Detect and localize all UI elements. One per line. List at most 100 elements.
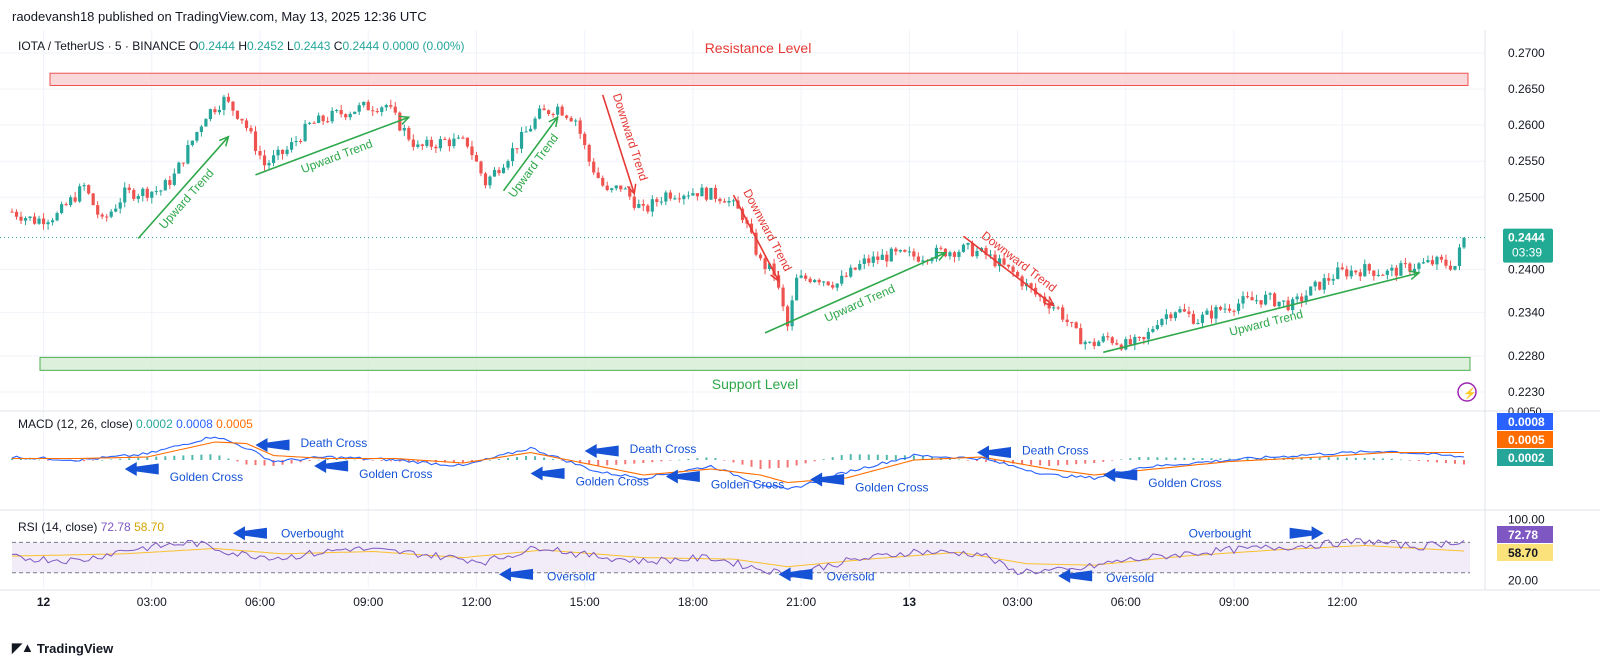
candle-body: [921, 260, 925, 262]
candle-body: [177, 162, 181, 174]
candle-body: [1354, 270, 1358, 273]
rsi-ma-badge: [1497, 544, 1553, 561]
trend-arrowhead: [770, 270, 780, 283]
candle-body: [1173, 312, 1178, 319]
macd-histogram-bar: [452, 460, 455, 463]
upward-trend-label: Upward Trend: [299, 136, 374, 176]
candle-body: [1124, 339, 1128, 350]
macd-histogram-bar: [137, 457, 140, 460]
candle-body: [339, 110, 343, 115]
candle-body: [826, 281, 830, 286]
candle-body: [1349, 270, 1353, 277]
macd-histogram-bar: [191, 455, 194, 460]
candle-body: [91, 193, 95, 206]
macd-histogram-bar: [633, 460, 636, 464]
macd-histogram-bar: [777, 460, 780, 468]
macd-histogram-bar: [525, 456, 528, 460]
tradingview-brand[interactable]: ◤▲ TradingView: [12, 640, 113, 656]
candle-body: [984, 248, 988, 255]
candle-body: [722, 201, 727, 203]
candle-body: [1327, 278, 1331, 281]
candle-body: [767, 263, 772, 270]
macd-value-badge: [1497, 449, 1553, 466]
macd-histogram-bar: [849, 454, 852, 460]
candle-body: [55, 213, 59, 221]
rsi-annotation-arrow: [1289, 526, 1324, 541]
macd-histogram-bar: [1057, 460, 1060, 466]
macd-histogram-bar: [1111, 460, 1114, 461]
golden-cross-label: Golden Cross: [359, 467, 432, 481]
macd-histogram-bar: [1264, 457, 1267, 460]
candle-body: [1006, 264, 1011, 267]
candle-body: [362, 101, 366, 106]
candle-body: [231, 101, 235, 111]
price-tick-label: 0.2550: [1508, 154, 1545, 168]
candle-body: [389, 105, 393, 107]
candle-body: [596, 172, 600, 178]
macd-histogram-bar: [20, 458, 23, 460]
candle-body: [1236, 303, 1241, 311]
candle-body: [592, 161, 596, 173]
candle-body: [289, 142, 294, 150]
macd-histogram-bar: [128, 458, 131, 460]
macd-legend: MACD (12, 26, close) 0.0002 0.0008 0.000…: [18, 417, 253, 431]
macd-histogram-bar: [921, 456, 924, 460]
candle-body: [411, 139, 415, 147]
golden-cross-label: Golden Cross: [855, 481, 928, 495]
overbought-label: Overbought: [1189, 526, 1252, 540]
candle-body: [235, 110, 240, 119]
candle-body: [844, 275, 848, 277]
candle-body: [1155, 325, 1159, 330]
candle-body: [308, 122, 312, 124]
candle-body: [740, 208, 745, 221]
candle-body: [222, 96, 226, 110]
candle-body: [565, 115, 569, 118]
macd-histogram-bar: [534, 456, 537, 460]
candle-body: [1263, 294, 1268, 305]
upward-trend-line: [502, 116, 559, 192]
candle-body: [1453, 266, 1457, 270]
macd-histogram-bar: [1219, 458, 1222, 460]
macd-histogram-bar: [1030, 460, 1033, 465]
candle-body: [213, 109, 217, 113]
candle-body: [303, 123, 307, 142]
candle-body: [1187, 311, 1191, 314]
macd-histogram-bar: [200, 454, 203, 460]
candle-body: [876, 256, 880, 260]
macd-histogram-bar: [1228, 458, 1231, 460]
oversold-label: Oversold: [827, 569, 875, 583]
candle-body: [1462, 237, 1466, 248]
macd-histogram-bar: [975, 460, 978, 462]
macd-histogram-bar: [308, 460, 311, 461]
candle-body: [831, 285, 835, 288]
candle-body: [321, 115, 325, 122]
downward-trend-line: [962, 235, 1055, 307]
candle-body: [456, 137, 461, 139]
macd-histogram-bar: [606, 460, 609, 466]
candle-body: [1394, 267, 1398, 276]
upward-trend-label: Upward Trend: [505, 131, 561, 200]
brand-name: TradingView: [36, 640, 114, 656]
macd-histogram-bar: [840, 455, 843, 460]
candle-body: [402, 128, 406, 131]
candle-body: [1088, 341, 1092, 343]
candle-body: [1318, 281, 1322, 290]
candle-body: [1300, 296, 1304, 302]
death-cross-label: Death Cross: [1022, 444, 1089, 458]
candle-body: [510, 148, 515, 162]
candle-body: [700, 187, 704, 197]
candle-body: [1115, 343, 1119, 345]
alert-bolt-icon[interactable]: [1457, 382, 1477, 402]
candle-body: [312, 122, 316, 124]
macd-annotation-arrow: [1103, 468, 1138, 482]
candle-body: [619, 185, 623, 190]
candle-body: [628, 188, 632, 197]
candle-body: [348, 113, 352, 118]
candle-body: [975, 251, 979, 257]
macd-histogram-bar: [263, 460, 266, 466]
macd-histogram-bar: [1417, 460, 1420, 461]
candle-body: [452, 138, 456, 147]
support-label: Support Level: [712, 376, 798, 392]
candle-body: [804, 275, 808, 279]
